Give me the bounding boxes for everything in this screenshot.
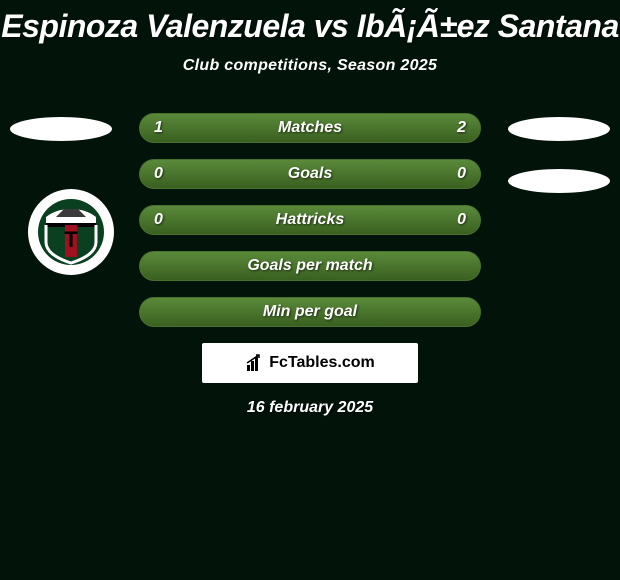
stat-label: Matches [278, 119, 342, 137]
stat-label: Goals [288, 165, 332, 183]
stat-left-value: 0 [154, 211, 163, 229]
stat-row-goals: 0 Goals 0 [139, 159, 481, 189]
stat-left-value: 1 [154, 119, 163, 137]
branding-box[interactable]: FcTables.com [202, 343, 418, 383]
stat-row-matches: 1 Matches 2 [139, 113, 481, 143]
player-right-placeholder-1 [508, 117, 610, 141]
chart-icon [245, 353, 265, 373]
stat-row-hattricks: 0 Hattricks 0 [139, 205, 481, 235]
stat-label: Hattricks [276, 211, 344, 229]
branding-text: FcTables.com [269, 354, 375, 372]
subtitle: Club competitions, Season 2025 [0, 57, 620, 75]
stat-right-value: 2 [457, 119, 466, 137]
stat-label: Goals per match [247, 257, 372, 275]
stat-right-value: 0 [457, 165, 466, 183]
club-crest-icon: T [36, 197, 106, 267]
player-right-placeholder-2 [508, 169, 610, 193]
stat-left-value: 0 [154, 165, 163, 183]
stat-row-min-per-goal: Min per goal [139, 297, 481, 327]
club-badge: T [28, 189, 114, 275]
comparison-area: T 1 Matches 2 0 Goals 0 0 Hattricks 0 Go… [0, 113, 620, 417]
svg-text:T: T [64, 227, 78, 252]
stat-right-value: 0 [457, 211, 466, 229]
date-text: 16 february 2025 [0, 399, 620, 417]
page-title: Espinoza Valenzuela vs IbÃ¡Ã±ez Santana [0, 0, 620, 45]
stat-label: Min per goal [263, 303, 357, 321]
stat-row-goals-per-match: Goals per match [139, 251, 481, 281]
player-left-placeholder [10, 117, 112, 141]
